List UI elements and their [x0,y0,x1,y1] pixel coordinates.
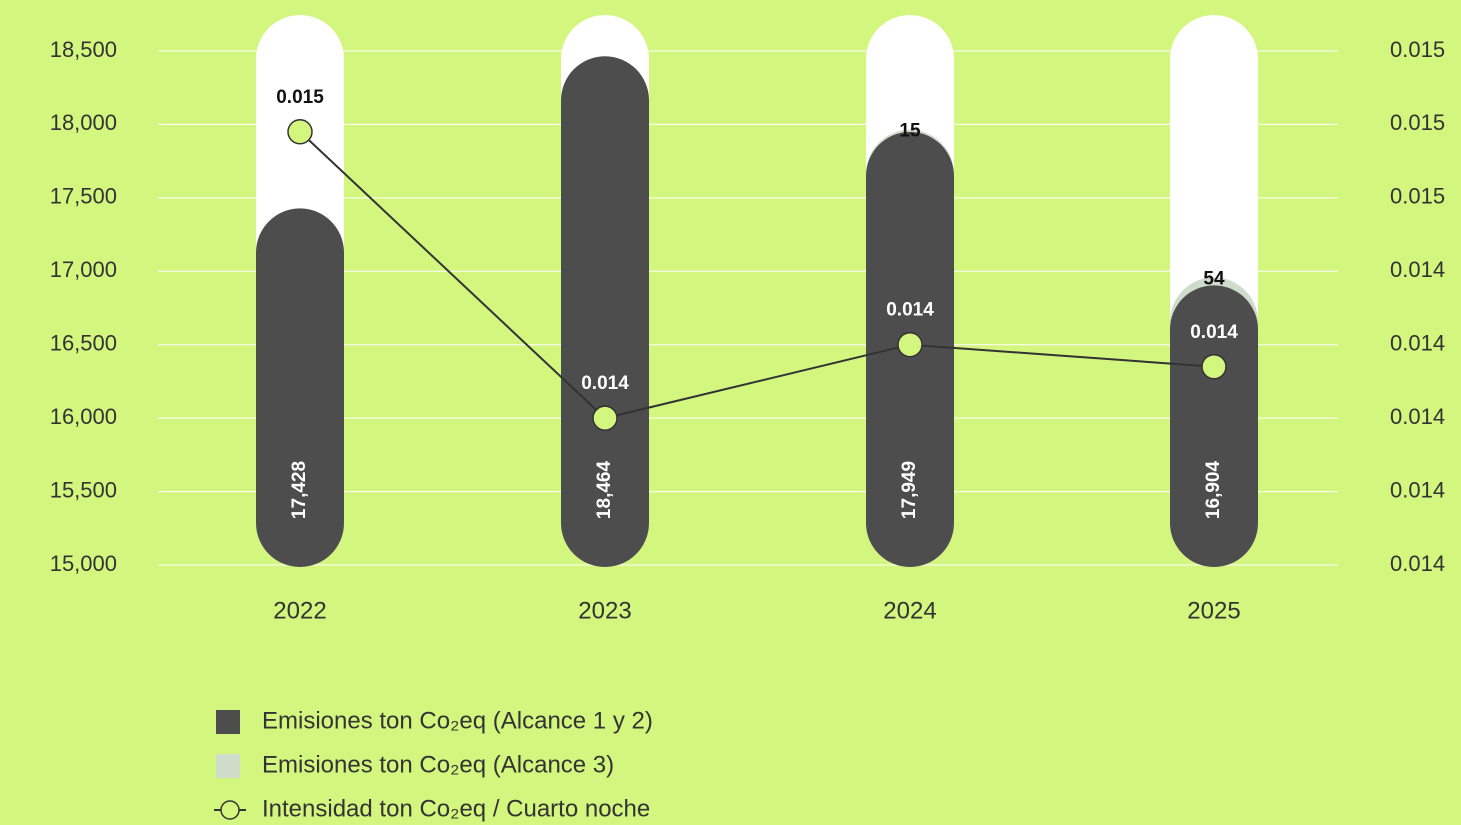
bar [1170,285,1258,567]
legend-label: Intensidad ton Co₂eq / Cuarto noche [262,795,650,822]
y-tick-label: 17,500 [50,184,117,209]
y-tick-label: 18,000 [50,110,117,135]
x-tick-label: 2023 [578,597,631,624]
bar-series [256,56,1258,568]
bar-value-label: 54 [1203,268,1225,289]
y-tick-label: 15,000 [50,551,117,576]
legend-label: Emisiones ton Co₂eq (Alcance 1 y 2) [262,707,653,734]
legend-swatch [216,754,240,778]
line-marker [592,405,618,431]
y2-tick-label: 0.014 [1390,331,1445,356]
line-marker [1201,353,1227,380]
bar-value-label: 16,904 [1203,461,1224,520]
legend-swatch [216,710,240,734]
bar-value-label: 17,949 [899,461,920,519]
x-tick-label: 2025 [1187,597,1240,624]
legend-label: Emisiones ton Co₂eq (Alcance 3) [262,751,614,778]
line-marker [897,331,923,358]
y2-tick-label: 0.014 [1390,404,1445,429]
bar-value-label: 18,464 [594,461,615,520]
y2-tick-label: 0.015 [1390,110,1445,135]
y2-tick-label: 0.014 [1390,257,1445,282]
y-tick-label: 16,500 [50,331,117,356]
x-tick-label: 2024 [883,597,936,624]
legend-marker [220,800,240,820]
x-tick-label: 2022 [273,597,326,624]
line-value-label: 0.015 [276,87,324,108]
line-value-label: 0.014 [581,373,629,394]
bar [561,56,649,567]
bar-value-label: 15 [899,121,921,142]
y-tick-label: 17,000 [50,257,117,282]
line-marker [287,119,313,145]
line-value-label: 0.014 [1190,322,1238,343]
y2-tick-label: 0.014 [1390,551,1445,576]
y-tick-label: 15,500 [50,477,117,502]
y2-tick-label: 0.015 [1390,184,1445,209]
y2-tick-label: 0.014 [1390,477,1445,502]
y2-tick-label: 0.015 [1390,37,1445,62]
y-tick-label: 16,000 [50,404,117,429]
line-value-label: 0.014 [886,300,934,321]
bar [256,208,344,568]
bar-value-label: 17,428 [289,461,310,519]
line [299,131,1215,420]
y-tick-label: 18,500 [50,37,117,62]
